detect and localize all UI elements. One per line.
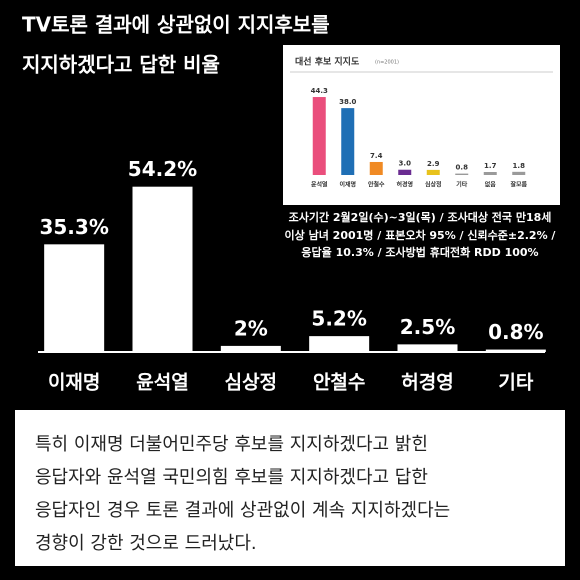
bar [132, 186, 193, 352]
value-label: 54.2% [128, 157, 197, 181]
inset-subtitle: (n=2001) [375, 60, 399, 66]
value-label: 0.8 [456, 164, 469, 172]
title-line: 지지하겠다고 답한 비율 [22, 53, 220, 77]
value-label: 35.3% [39, 215, 108, 239]
inset-title: 대선 후보 지지도 [295, 56, 360, 68]
inset-chart [283, 45, 560, 205]
caption-line: 이상 남녀 2001명 / 표본오차 95% / 신뢰수준±2.2% / [285, 228, 557, 242]
bar [312, 97, 326, 175]
body-line: 응답자인 경우 토론 결과에 상관없이 계속 지지하겠다는 [35, 500, 450, 521]
title-line: TV토론 결과에 상관없이 지지후보를 [22, 13, 330, 37]
x-tick-label: 안철수 [313, 372, 365, 394]
value-label: 2% [234, 316, 268, 340]
value-label: 2.5% [400, 315, 455, 339]
caption-line: 조사기간 2월2일(수)~3일(목) / 조사대상 전국 만18세 [289, 210, 552, 224]
body-line: 경향이 강한 것으로 드러났다. [35, 533, 257, 554]
bar [483, 172, 497, 175]
bar [485, 349, 546, 352]
text-box [15, 410, 565, 566]
value-label: 3.0 [399, 160, 412, 168]
x-tick-label: 윤석열 [311, 181, 328, 189]
bar [309, 336, 370, 352]
x-tick-label: 윤석열 [136, 372, 188, 394]
value-label: 1.7 [484, 162, 497, 170]
body-line: 응답자와 윤석열 국민의힘 후보를 지지하겠다고 답한 [35, 467, 428, 488]
x-tick-label: 안철수 [368, 181, 385, 189]
x-tick-label: 없음 [485, 181, 497, 189]
bar [512, 171, 526, 175]
caption-line: 응답율 10.3% / 조사방법 휴대전화 RDD 100% [301, 245, 538, 259]
bar [455, 173, 469, 175]
bar [426, 169, 440, 175]
value-label: 38.0 [339, 98, 356, 106]
bar [397, 344, 458, 352]
value-label: 2.9 [427, 160, 440, 168]
value-label: 5.2% [311, 307, 366, 331]
bar [341, 108, 355, 175]
x-tick-label: 심상정 [425, 181, 442, 189]
x-tick-label: 심상정 [225, 372, 277, 394]
x-tick-label: 기타 [498, 372, 533, 394]
x-tick-label: 잘모름 [510, 181, 527, 189]
value-label: 44.3 [311, 87, 328, 95]
x-tick-label: 이재명 [48, 372, 100, 394]
value-label: 7.4 [370, 152, 383, 160]
x-tick-label: 기타 [456, 181, 468, 189]
bar [44, 244, 105, 352]
bar [369, 161, 383, 175]
bar [398, 169, 412, 175]
bar [220, 345, 281, 352]
value-label: 1.8 [513, 162, 526, 170]
x-tick-label: 이재명 [339, 181, 356, 189]
x-tick-label: 허경영 [401, 372, 453, 394]
body-line: 특히 이재명 더불어민주당 후보를 지지하겠다고 밝힌 [35, 434, 428, 455]
x-tick-label: 허경영 [396, 181, 413, 189]
value-label: 0.8% [488, 320, 543, 344]
